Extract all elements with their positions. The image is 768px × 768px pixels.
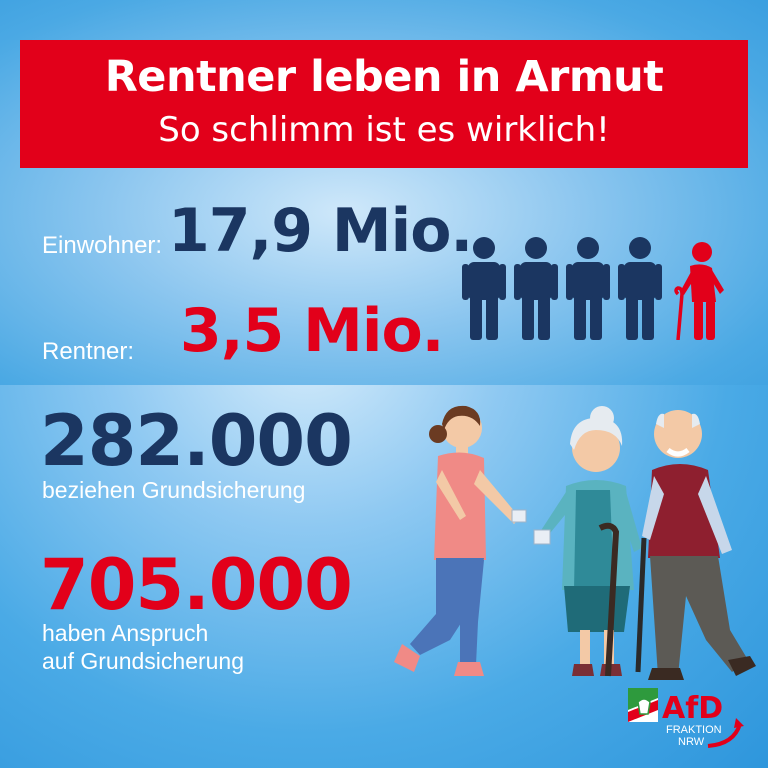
logo-line2: NRW — [678, 736, 705, 748]
person-icon — [462, 237, 506, 340]
caregiver-figure — [394, 405, 527, 676]
afd-fraktion-logo: AfD FRAKTION NRW — [628, 688, 744, 748]
elderly-man-figure — [635, 410, 756, 680]
entitled-label-line1: haben Anspruch — [42, 620, 209, 646]
logo-name: AfD — [662, 691, 723, 726]
person-icon — [514, 237, 558, 340]
page-title: Rentner leben in Armut — [104, 52, 664, 102]
person-icon — [618, 237, 662, 340]
residents-value: 17,9 Mio. — [168, 196, 473, 266]
residents-label: Einwohner: — [42, 232, 163, 259]
receive-label: beziehen Grundsicherung — [42, 477, 306, 503]
title-banner: Rentner leben in Armut So schlimm ist es… — [20, 40, 748, 168]
caregiver-illustration — [394, 405, 756, 680]
page-subtitle: So schlimm ist es wirklich! — [158, 110, 610, 150]
logo-line1: FRAKTION — [666, 724, 722, 736]
pensioners-label: Rentner: — [42, 338, 135, 365]
elderly-person-icon — [674, 242, 724, 340]
entitled-label-line2: auf Grundsicherung — [42, 648, 245, 674]
pensioners-value: 3,5 Mio. — [180, 296, 444, 366]
elderly-woman-figure — [533, 406, 642, 677]
receive-value: 282.000 — [40, 400, 353, 482]
entitled-value: 705.000 — [40, 544, 353, 626]
person-icon — [566, 237, 610, 340]
